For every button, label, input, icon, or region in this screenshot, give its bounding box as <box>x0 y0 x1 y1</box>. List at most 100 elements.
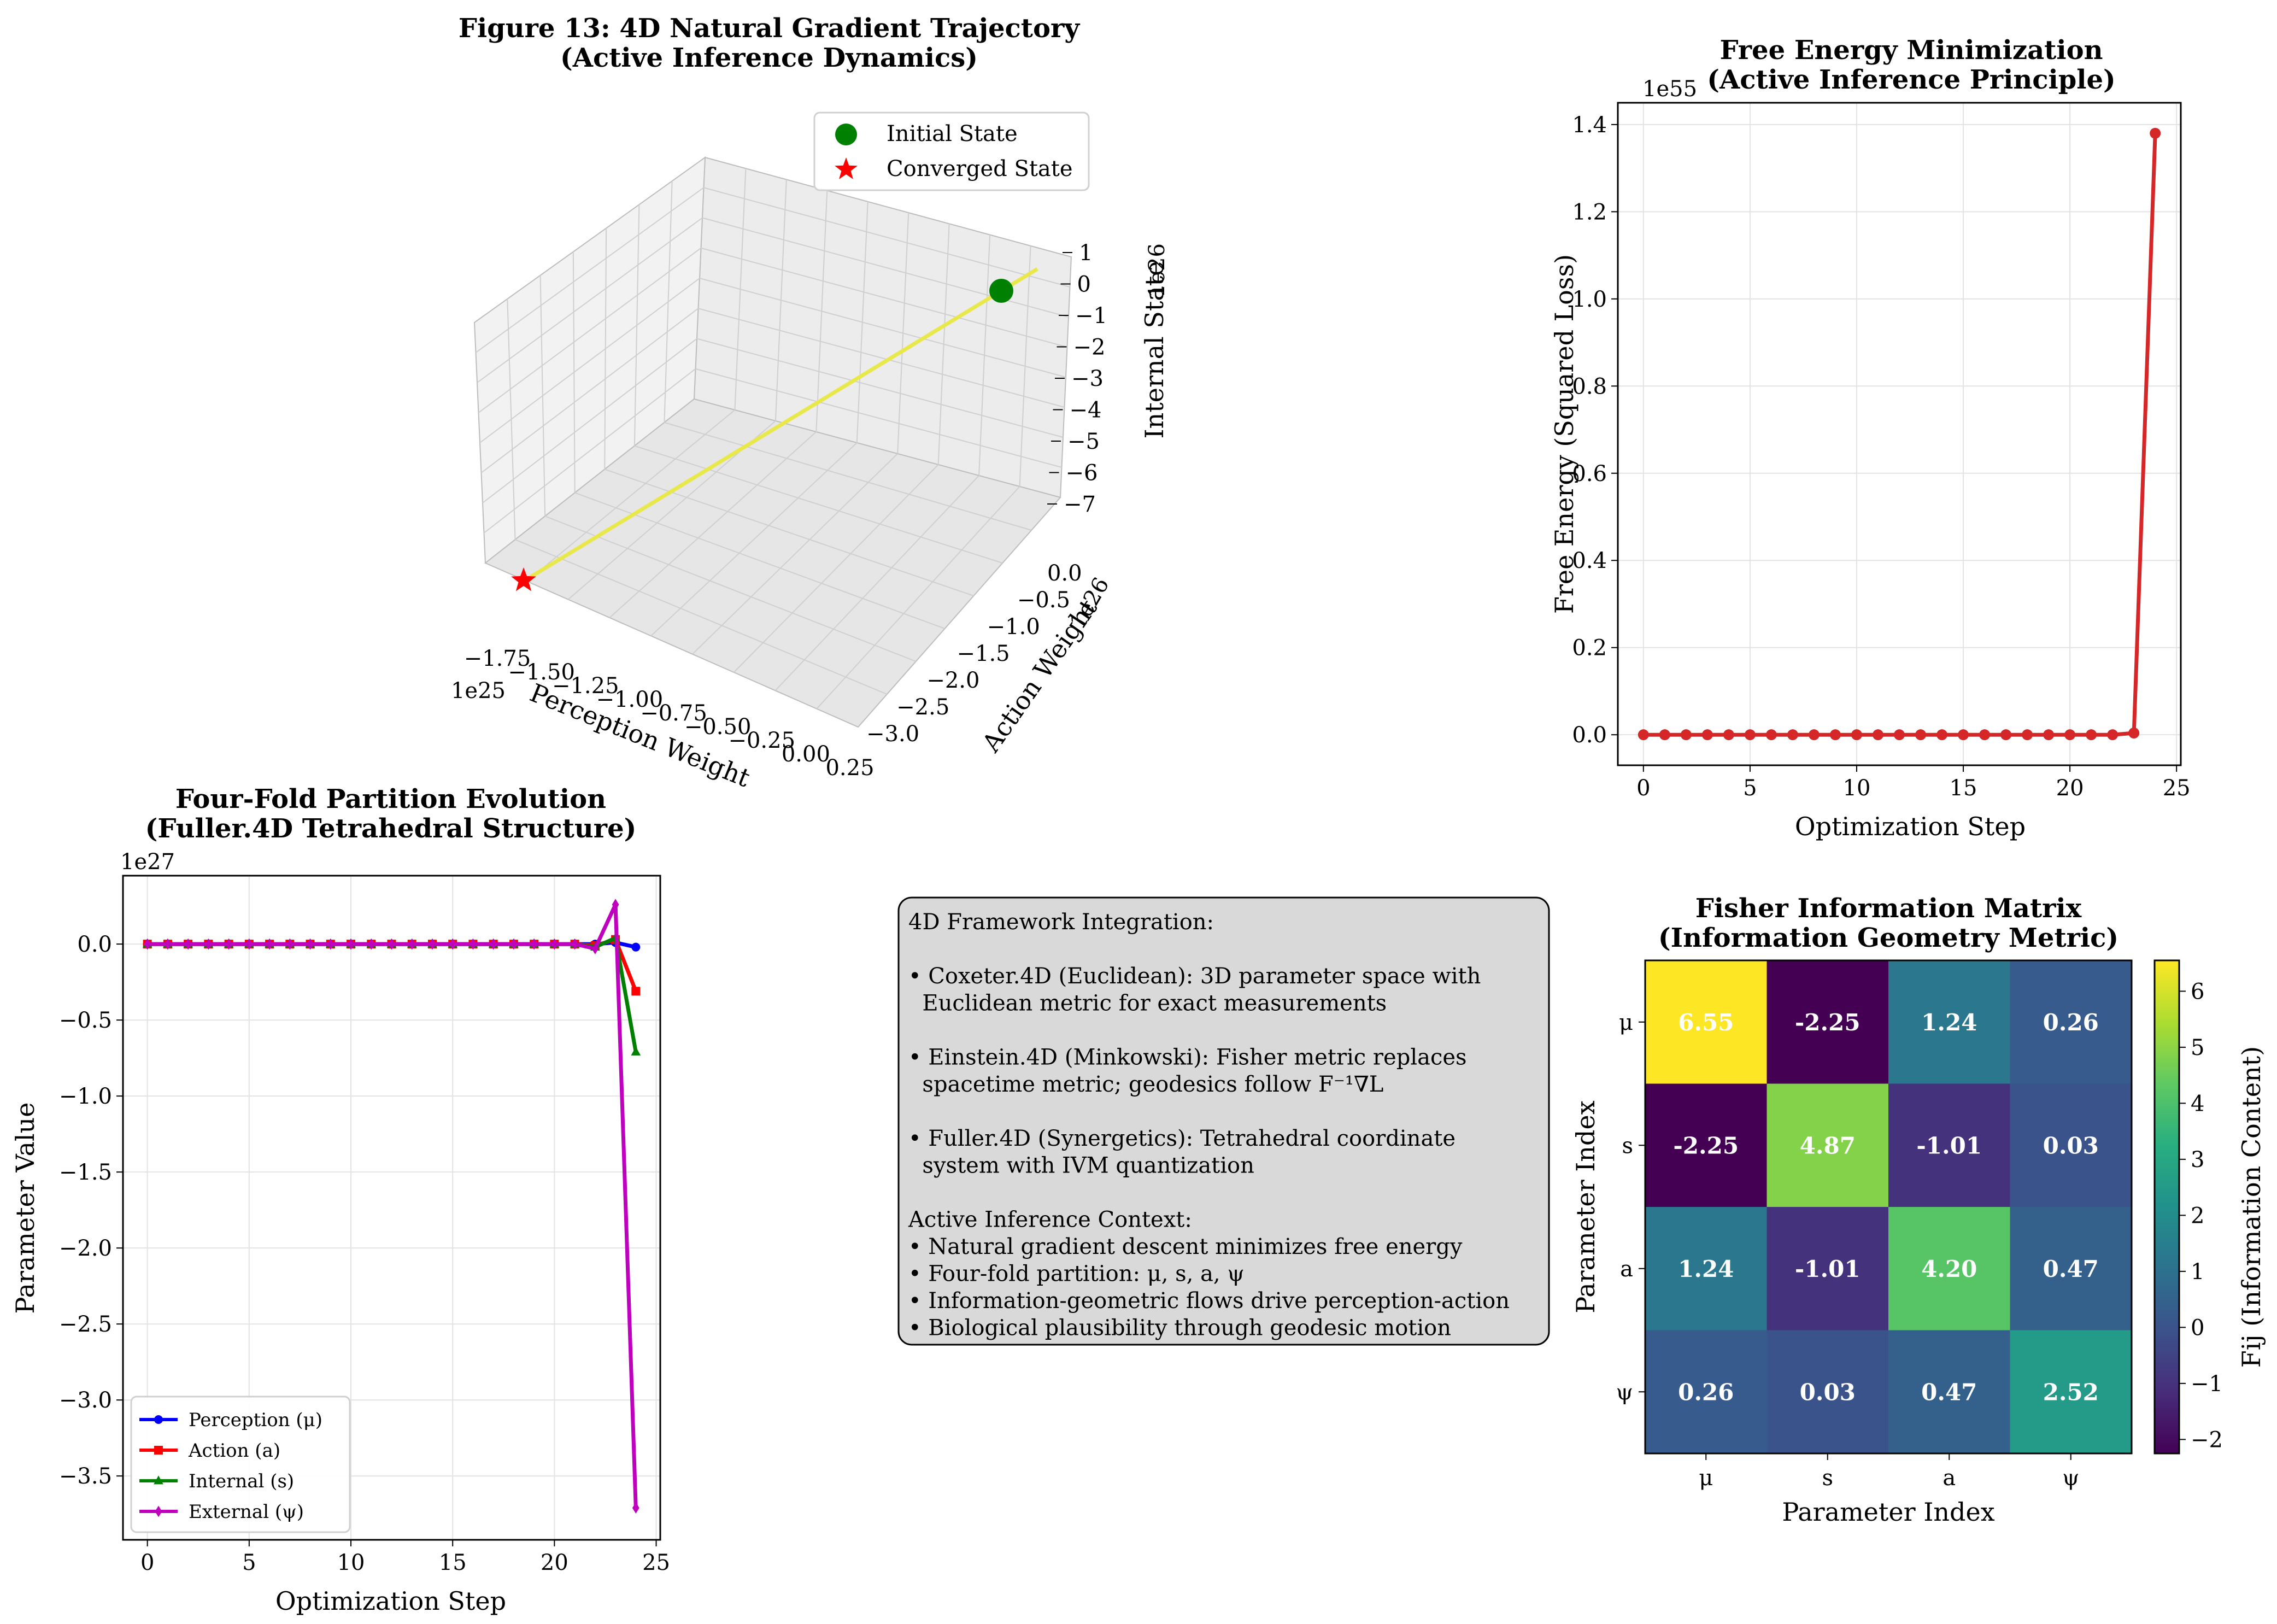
x-tick-label: 0.00 <box>782 742 830 767</box>
y-tick-label: 0.0 <box>77 932 112 957</box>
data-point <box>1680 729 1692 741</box>
heatmap-cell <box>1645 1207 1767 1330</box>
legend-initial-marker <box>835 124 857 145</box>
info-line: 4D Framework Integration: <box>908 910 1214 935</box>
x-axis-ticks: −1.75−1.50−1.25−1.00−0.75−0.50−0.250.000… <box>464 646 875 781</box>
data-point <box>2150 127 2161 139</box>
heatmap-cell <box>1888 1207 2010 1330</box>
column-label: μ <box>1699 1465 1713 1491</box>
heatmap-cell-label: 0.03 <box>1800 1379 1856 1405</box>
data-point <box>510 938 518 950</box>
free-energy-ylabel: Free Energy (Squared Loss) <box>1550 254 1579 614</box>
x-tick-label: 0 <box>1636 776 1650 801</box>
series-free-energy <box>1638 127 2161 741</box>
y-tick-label: −0.5 <box>59 1008 112 1033</box>
heatmap-cell-label: 4.20 <box>1921 1256 1977 1282</box>
data-point <box>591 943 599 954</box>
data-point <box>1915 729 1927 741</box>
y-tick-label: −3.0 <box>866 722 919 747</box>
info-line: • Information-geometric flows drive perc… <box>908 1288 1510 1314</box>
data-point <box>154 1415 163 1424</box>
x-axis-multiplier: 1e25 <box>451 678 506 703</box>
partition-plot-frame <box>122 875 661 1541</box>
data-point <box>1638 729 1649 741</box>
x-tick-label: 0.25 <box>825 755 874 781</box>
legend-item: External (ψ) <box>139 1501 304 1523</box>
column-label: ψ <box>2062 1465 2079 1491</box>
colorbar-tick-label: 0 <box>2191 1315 2204 1340</box>
data-point <box>1744 729 1756 741</box>
free-energy-title: Free Energy Minimization (Active Inferenc… <box>1707 35 2116 95</box>
partition-legend: Perception (μ) Action (a) Internal (s) Exte… <box>130 1396 351 1533</box>
info-line: system with IVM quantization <box>908 1153 1254 1179</box>
heatmap-cell <box>1767 1330 1889 1454</box>
heatmap-cell-label: -1.01 <box>1795 1256 1861 1282</box>
free-energy-grid <box>1618 103 2181 765</box>
heatmap-cell <box>1888 1083 2010 1207</box>
info-box-text: 4D Framework Integration: • Coxeter.4D (E… <box>908 910 1510 1341</box>
data-point <box>612 899 619 911</box>
y-tick-label: 1.0 <box>1572 287 1607 312</box>
partition-ylabel: Parameter Value <box>10 1103 40 1314</box>
partition-panel: Four-Fold Partition Evolution (Fuller.4D … <box>10 784 670 1616</box>
data-point <box>2000 729 2012 741</box>
fisher-plot-frame <box>1644 959 2133 1455</box>
converged-state-marker <box>511 567 536 591</box>
heatmap-cell-label: 0.26 <box>2043 1009 2099 1036</box>
info-line: spacetime metric; geodesics follow F⁻¹∇L <box>908 1072 1383 1097</box>
z-tick-label: −5 <box>1067 429 1100 454</box>
heatmap-cell-label: 6.55 <box>1678 1009 1734 1036</box>
y-tick-label: −1.5 <box>59 1160 112 1185</box>
data-point <box>164 938 172 950</box>
y-tick-label: −3.5 <box>59 1464 112 1489</box>
data-point <box>1808 729 1820 741</box>
data-point <box>225 938 233 950</box>
legend-converged-label: Converged State <box>887 156 1073 181</box>
data-point <box>631 1046 641 1056</box>
heatmap-cell-label: 0.03 <box>2043 1132 2099 1159</box>
row-label: s <box>1622 1133 1633 1158</box>
data-point <box>367 938 375 950</box>
trajectory-3d-panel: Figure 13: 4D Natural Gradient Trajector… <box>451 13 1170 793</box>
x-tick-label: −1.00 <box>596 687 664 712</box>
y-tick-label: 0.6 <box>1572 461 1607 486</box>
fisher-ticks: μ s a ψ μ s a ψ <box>1616 1010 2080 1491</box>
info-line: • Coxeter.4D (Euclidean): 3D parameter s… <box>908 964 1481 989</box>
row-label: ψ <box>1616 1380 1633 1405</box>
data-point <box>1787 729 1798 741</box>
heatmap-cell-label: 0.26 <box>1678 1379 1734 1405</box>
data-point <box>470 938 477 950</box>
y-tick-label: −1.5 <box>957 641 1010 666</box>
data-point <box>1765 729 1777 741</box>
legend-initial-label: Initial State <box>887 121 1018 146</box>
data-point <box>154 1446 163 1455</box>
info-box: 4D Framework Integration: • Coxeter.4D (E… <box>897 896 1550 1346</box>
legend-item: Action (a) <box>139 1440 280 1462</box>
heatmap-cell <box>1888 1330 2010 1454</box>
z-tick-label: −7 <box>1064 492 1096 517</box>
fisher-colorbar <box>2153 959 2180 1455</box>
fisher-colorbar-label: Fij (Information Content) <box>2237 1046 2266 1368</box>
z-tick-label: −6 <box>1066 461 1098 486</box>
data-point <box>286 938 294 950</box>
legend-item: Perception (μ) <box>139 1409 322 1431</box>
data-point <box>2107 729 2118 741</box>
x-tick-label: 5 <box>242 1550 256 1575</box>
x-tick-label: −1.75 <box>464 646 531 671</box>
x-tick-label: −0.25 <box>728 728 795 753</box>
heatmap-cell-label: 2.52 <box>2043 1379 2099 1405</box>
data-point <box>550 938 558 950</box>
y-tick-label: −0.5 <box>1017 588 1070 613</box>
info-line: • Natural gradient descent minimizes fre… <box>908 1234 1463 1259</box>
heatmap-cell <box>1767 1207 1889 1330</box>
data-point <box>1851 729 1862 741</box>
data-point <box>1894 729 1905 741</box>
free-energy-multiplier: 1e55 <box>1642 77 1697 102</box>
fisher-panel: Fisher Information Matrix (Information Ge… <box>1571 893 2266 1527</box>
heatmap-cell <box>1645 1330 1767 1454</box>
y-tick-label: −2.5 <box>59 1312 112 1337</box>
y-tick-label: 1.4 <box>1572 113 1607 138</box>
colorbar-tick-label: −1 <box>2191 1371 2223 1397</box>
trajectory-3d-legend: Initial State Converged State <box>813 112 1090 191</box>
